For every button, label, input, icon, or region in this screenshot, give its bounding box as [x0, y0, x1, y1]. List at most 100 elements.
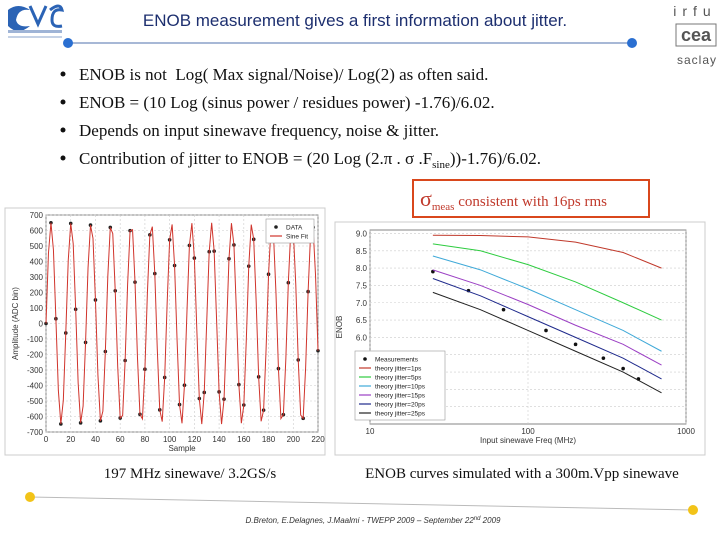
logo-box	[675, 23, 717, 47]
data-point	[573, 342, 578, 347]
y-tick-label: 9.0	[356, 229, 368, 238]
caption: 197 MHz sinewave/ 3.2GS/s	[104, 466, 277, 482]
logo-shape	[8, 30, 62, 33]
x-tick-label: 120	[188, 435, 202, 444]
series-line	[432, 243, 662, 321]
y-tick-label: -300	[27, 366, 44, 375]
data-point	[601, 356, 606, 360]
logo-text: cea	[681, 25, 712, 45]
y-tick-label: -100	[27, 335, 44, 344]
y-tick-label: 0	[39, 320, 44, 329]
legend-label: Measurements	[375, 357, 419, 364]
y-tick-label: 300	[30, 273, 44, 282]
logo-shape	[49, 4, 65, 28]
callout-symbol: σ	[420, 186, 432, 211]
bullet: ENOB = (10 Log (sinus power / residues p…	[79, 93, 495, 112]
title: ENOB measurement gives a first informati…	[143, 11, 567, 30]
footer-rule	[29, 496, 694, 511]
rule-dot	[63, 38, 73, 48]
legend-label: theory jitter=1ps	[375, 366, 422, 373]
y-tick-label: 600	[30, 227, 44, 236]
x-axis-label: Input sinewave Freq (MHz)	[480, 436, 576, 445]
legend-label: theory jitter=10ps	[375, 384, 426, 391]
y-tick-label: 7.5	[356, 281, 368, 290]
data-point	[431, 269, 435, 274]
logo-shape	[8, 6, 30, 31]
y-tick-label: 6.5	[356, 316, 368, 325]
series-line	[432, 269, 662, 366]
y-tick-label: 700	[30, 211, 44, 220]
x-axis-label: Sample	[168, 444, 196, 453]
superscript: nd	[474, 516, 481, 522]
rule-dot	[627, 38, 637, 48]
y-tick-label: 8.0	[356, 264, 368, 273]
x-tick-label: 20	[66, 435, 75, 444]
logo-shape	[8, 36, 62, 38]
y-tick-label: -200	[27, 351, 44, 360]
x-tick-label: 140	[212, 435, 226, 444]
y-tick-label: -400	[27, 382, 44, 391]
legend-label: theory jitter=20ps	[375, 402, 426, 409]
x-tick-label: 0	[44, 435, 49, 444]
data-point	[621, 366, 625, 371]
x-tick-label: 60	[116, 435, 125, 444]
footer-text: 2009	[480, 516, 501, 525]
rule-dot	[688, 505, 698, 515]
x-tick-label: 40	[91, 435, 100, 444]
data-point	[316, 348, 320, 353]
callout-box	[412, 179, 650, 218]
bullet: ENOB is not Log( Max signal/Noise)/ Log(…	[79, 65, 488, 84]
callout: σmeas consistent with 16ps rms	[420, 186, 607, 213]
x-tick-label: 180	[262, 435, 276, 444]
data-point	[501, 307, 506, 312]
series-line	[432, 278, 662, 380]
data-point	[544, 328, 548, 333]
bullet: Depends on input sinewave frequency, noi…	[79, 121, 439, 140]
legend-marker	[363, 357, 367, 361]
series-line	[432, 234, 662, 269]
callout-text: consistent with 16ps rms	[454, 194, 607, 210]
y-tick-label: 7.0	[356, 299, 368, 308]
caption: ENOB curves simulated with a 300m.Vpp si…	[365, 466, 679, 482]
bullet-dot	[60, 71, 66, 77]
footer-text: D.Breton, E.Delagnes, J.Maalmi - TWEPP 2…	[246, 516, 475, 525]
series-line	[432, 255, 662, 352]
y-tick-label: 8.5	[356, 247, 368, 256]
legend-box	[265, 218, 315, 244]
series-line	[432, 291, 662, 394]
x-tick-label: 1000	[677, 427, 695, 436]
subscript: meas	[432, 201, 455, 213]
bullet: Contribution of jitter to ENOB = (20 Log…	[79, 149, 541, 171]
y-tick-label: 500	[30, 242, 44, 251]
x-tick-label: 10	[366, 427, 375, 436]
y-tick-label: 400	[30, 258, 44, 267]
x-tick-label: 200	[287, 435, 301, 444]
y-tick-label: -500	[27, 397, 44, 406]
y-axis-label: Amplitude (ADC bin)	[11, 287, 20, 360]
charts: -700-600-500-400-300-200-100010020030040…	[11, 211, 695, 453]
y-tick-label: -600	[27, 413, 44, 422]
bullet-text: Contribution of jitter to ENOB = (20 Log…	[79, 149, 432, 168]
bullet-dot	[60, 127, 66, 133]
bullet-dot	[60, 99, 66, 105]
logo-shape	[28, 5, 48, 28]
legend-label: theory jitter=5ps	[375, 375, 422, 382]
y-tick-label: 200	[30, 289, 44, 298]
x-tick-label: 100	[521, 427, 535, 436]
x-tick-label: 220	[311, 435, 325, 444]
rule-dot	[25, 492, 35, 502]
x-tick-label: 100	[163, 435, 177, 444]
legend-label: theory jitter=25ps	[375, 411, 426, 418]
legend-marker	[274, 225, 278, 229]
x-tick-label: 160	[237, 435, 251, 444]
y-tick-label: -700	[27, 428, 44, 437]
legend-label: DATA	[286, 225, 303, 232]
logo-left	[8, 4, 65, 38]
subscript: sine	[432, 159, 450, 171]
y-axis-label: ENOB	[335, 316, 344, 339]
y-tick-label: 100	[30, 304, 44, 313]
legend-label: Sine Fit	[286, 234, 308, 241]
logo-text: saclay	[677, 53, 717, 67]
